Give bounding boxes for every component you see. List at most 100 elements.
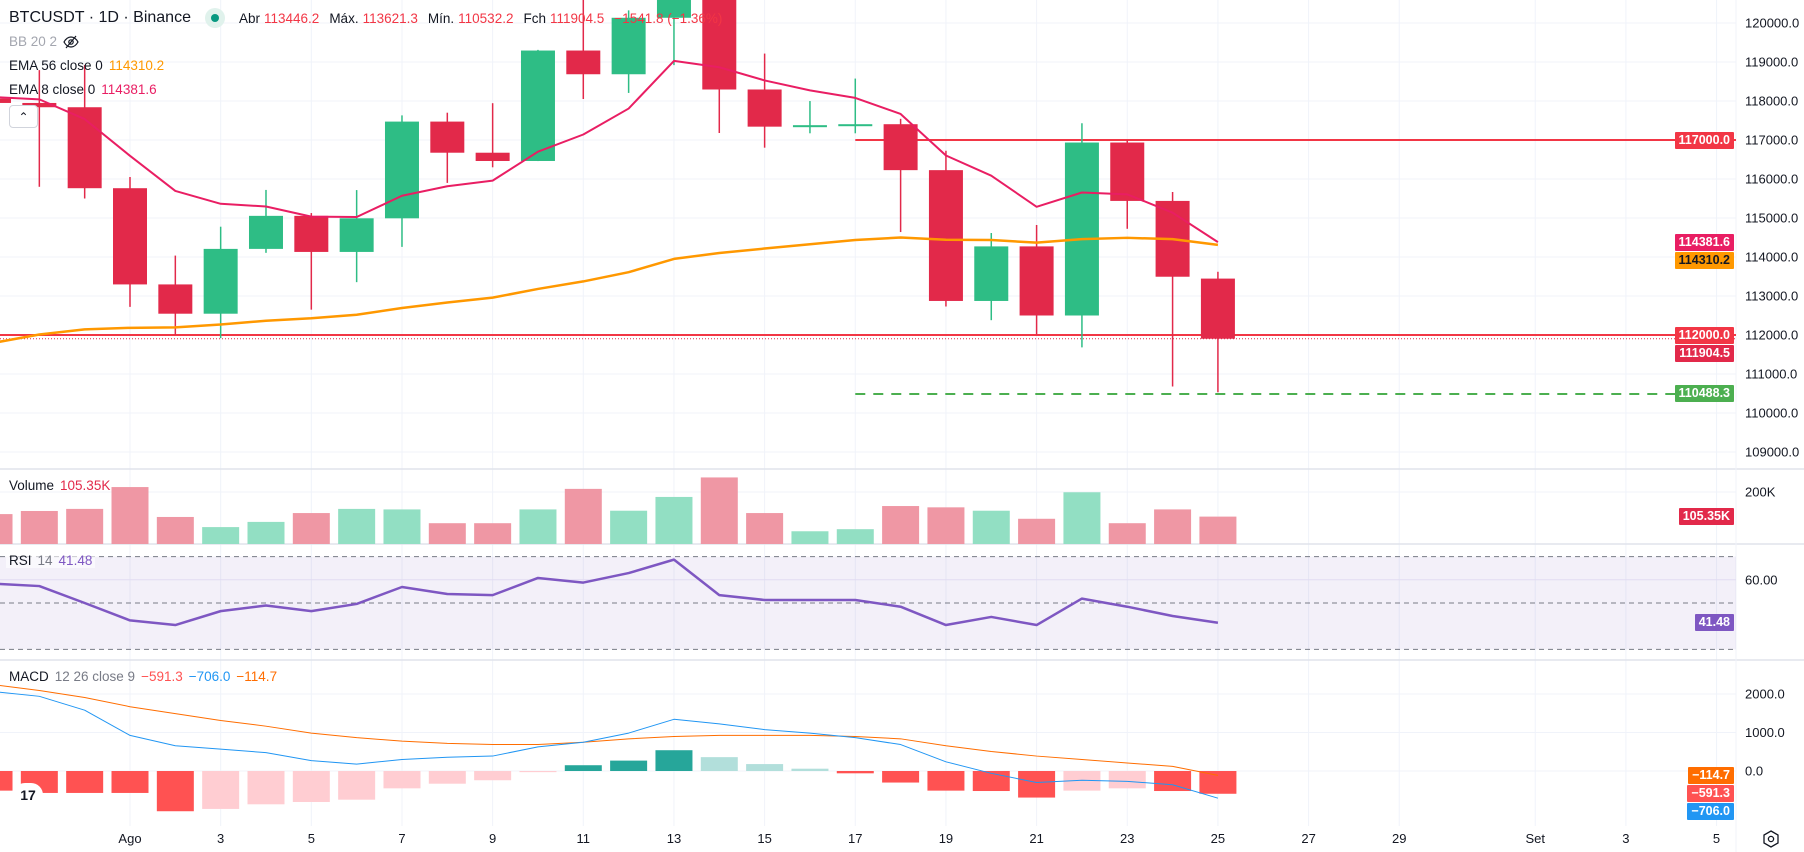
price-last-value-badge: 114310.2 xyxy=(1674,251,1734,269)
macd-hist-value: −591.3 xyxy=(141,669,183,684)
candle xyxy=(838,78,873,134)
candle xyxy=(67,65,102,199)
volume-bar xyxy=(700,477,738,544)
macd-axis-label: 1000.0 xyxy=(1745,725,1785,740)
bb-legend[interactable]: BB 20 2 xyxy=(9,34,79,49)
price-axis-label: 117000.0 xyxy=(1745,133,1798,148)
candle xyxy=(974,233,1009,321)
ema56-label: EMA 56 close 0 xyxy=(9,58,103,73)
low-value: 110532.2 xyxy=(458,10,514,26)
price-axis-label: 119000.0 xyxy=(1745,55,1798,70)
candle xyxy=(430,112,465,183)
macd-histogram-bar xyxy=(882,771,920,783)
symbol-legend: BTCUSDT · 1D · Binance Abr 113446.2 Máx. 1… xyxy=(9,8,728,28)
candle-body xyxy=(475,152,510,161)
macd-histogram-bar xyxy=(655,750,693,771)
price-last-value-badge: 111904.5 xyxy=(1675,344,1734,362)
candle xyxy=(475,103,510,168)
macd-param: 12 26 close 9 xyxy=(54,669,136,684)
volume-bar xyxy=(111,487,149,544)
candle-body xyxy=(566,50,601,75)
macd-last-value-badge: −114.7 xyxy=(1688,766,1734,784)
high-label: Máx. xyxy=(329,10,359,26)
candle xyxy=(1110,140,1145,229)
time-axis-label: 27 xyxy=(1301,831,1315,846)
volume-bar xyxy=(746,513,784,544)
volume-bar xyxy=(156,516,194,544)
time-axis-label: Ago xyxy=(118,831,141,846)
macd-histogram-bar xyxy=(1199,771,1237,794)
high-value: 113621.3 xyxy=(362,10,418,26)
volume-bar xyxy=(610,510,648,544)
time-axis-label: 23 xyxy=(1120,831,1134,846)
macd-histogram-bar xyxy=(66,771,104,793)
macd-histogram-bar xyxy=(383,771,421,789)
volume-bar xyxy=(66,508,104,544)
volume-bar xyxy=(202,527,240,544)
rsi-legend[interactable]: RSI 14 41.48 xyxy=(6,553,96,568)
volume-bar xyxy=(383,509,421,544)
volume-bar xyxy=(474,523,512,544)
macd-histogram-bar xyxy=(836,771,874,774)
time-axis-label: 21 xyxy=(1029,831,1043,846)
macd-histogram-bar xyxy=(1018,771,1056,798)
candle xyxy=(1064,123,1099,348)
candle xyxy=(113,176,147,307)
change-value: −1541.8 (−1.36%) xyxy=(614,10,723,26)
volume-bar xyxy=(1199,516,1237,544)
ema8-legend[interactable]: EMA 8 close 0 114381.6 xyxy=(9,82,157,97)
candle xyxy=(611,10,646,93)
ema56-legend[interactable]: EMA 56 close 0 114310.2 xyxy=(9,58,164,73)
time-axis-label: 5 xyxy=(1713,831,1720,846)
candle xyxy=(294,213,329,310)
volume-legend[interactable]: Volume 105.35K xyxy=(9,478,110,493)
price-axis-label: 116000.0 xyxy=(1745,172,1798,187)
price-last-value-badge: 117000.0 xyxy=(1674,131,1734,149)
candle xyxy=(22,70,57,187)
candle xyxy=(158,255,193,335)
gear-icon[interactable] xyxy=(1761,829,1781,849)
candle xyxy=(928,150,963,307)
low-label: Mín. xyxy=(427,10,455,26)
candle-body xyxy=(611,17,646,75)
time-axis-label: 29 xyxy=(1392,831,1406,846)
logo-text: 17 xyxy=(20,787,36,803)
market-status-icon xyxy=(204,8,225,28)
macd-histogram-bar xyxy=(1063,771,1101,791)
time-axis-label: Set xyxy=(1525,831,1545,846)
collapse-legend-button[interactable]: ⌃ xyxy=(9,105,38,128)
open-label: Abr xyxy=(238,10,260,26)
price-axis-label: 113000.0 xyxy=(1745,289,1798,304)
bb-label: BB 20 2 xyxy=(9,34,58,49)
candle xyxy=(792,101,827,134)
time-axis-label: 3 xyxy=(217,831,224,846)
time-axis-label: 7 xyxy=(398,831,405,846)
macd-histogram-bar xyxy=(972,771,1010,792)
macd-signal-value: −114.7 xyxy=(236,669,278,684)
macd-line-value: −706.0 xyxy=(188,669,231,684)
price-axis-label: 109000.0 xyxy=(1745,445,1799,460)
time-axis-label: 5 xyxy=(308,831,315,846)
candle-body xyxy=(883,124,918,171)
volume-bar xyxy=(292,513,330,544)
chevron-up-icon: ⌃ xyxy=(18,109,29,124)
time-axis-label: 15 xyxy=(757,831,771,846)
macd-axis-label: 2000.0 xyxy=(1745,687,1785,702)
volume-bar xyxy=(338,508,376,544)
macd-legend[interactable]: MACD 12 26 close 9 −591.3 −706.0 −114.7 xyxy=(9,669,277,684)
price-axis-label: 115000.0 xyxy=(1745,211,1798,226)
price-axis-label: 118000.0 xyxy=(1745,94,1798,109)
rsi-param: 14 xyxy=(37,553,53,568)
candle-body xyxy=(22,102,57,108)
eye-crossed-icon[interactable] xyxy=(63,35,79,49)
price-last-value-badge: 112000.0 xyxy=(1674,326,1734,344)
volume-axis-label: 200K xyxy=(1745,485,1776,500)
macd-histogram-bar xyxy=(338,771,376,800)
symbol-title[interactable]: BTCUSDT · 1D · Binance xyxy=(9,9,191,26)
macd-histogram-bar xyxy=(156,771,194,812)
time-axis-label: 11 xyxy=(577,831,591,846)
candle xyxy=(0,98,12,103)
volume-bar xyxy=(882,506,920,544)
tradingview-logo-icon[interactable]: 17 xyxy=(13,783,43,807)
